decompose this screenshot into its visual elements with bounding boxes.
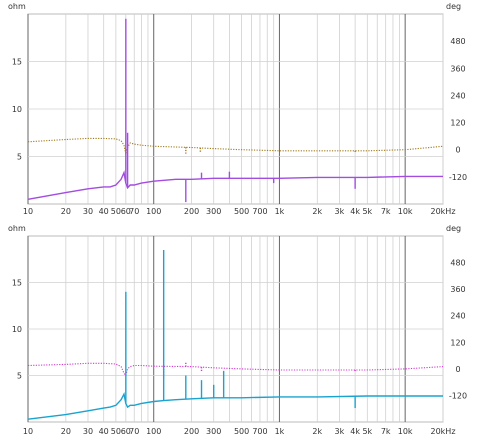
x-tick-label: 3k (335, 427, 345, 436)
y-right-tick-label: 480 (450, 37, 465, 46)
y-left-tick-label: 15 (12, 279, 22, 288)
y-left-tick-label: 10 (12, 325, 22, 334)
x-tick-label: 30 (83, 207, 93, 216)
right-axis-unit: deg (446, 2, 461, 11)
x-tick-label: 2k (312, 207, 322, 216)
x-tick-label: 5k (362, 207, 372, 216)
x-tick-label: 20 (61, 427, 71, 436)
x-tick-label: 40 (99, 207, 109, 216)
grid-horizontal (28, 61, 443, 157)
y-right-tick-label: 120 (450, 338, 465, 347)
x-tick-label: 10 (23, 427, 33, 436)
x-tick-label: 30 (83, 427, 93, 436)
x-tick-label: 20kHz (430, 427, 455, 436)
x-tick-label: 300 (206, 427, 221, 436)
y-left-tick-label: 10 (12, 105, 22, 114)
x-tick-label: 70 (129, 207, 139, 216)
y-right-tick-label: 480 (450, 259, 465, 268)
x-tick-label: 500 (234, 427, 249, 436)
x-tick-label: 60 (121, 207, 131, 216)
x-tick-label: 3k (335, 207, 345, 216)
x-tick-label: 700 (252, 207, 267, 216)
y-right-tick-label: -120 (449, 391, 467, 400)
x-tick-label: 200 (184, 207, 199, 216)
y-right-tick-label: 360 (450, 285, 465, 294)
x-tick-label: 5k (362, 427, 372, 436)
impedance-series-line (27, 391, 443, 420)
x-tick-label: 50 (111, 427, 121, 436)
x-tick-label: 100 (146, 427, 161, 436)
left-axis-unit: ohm (8, 2, 26, 11)
x-tick-label: 4k (350, 427, 360, 436)
x-tick-label: 1k (275, 427, 285, 436)
x-tick-label: 60 (121, 427, 131, 436)
x-tick-label: 7k (381, 427, 391, 436)
x-tick-label: 20kHz (430, 207, 455, 216)
x-tick-label: 4k (350, 207, 360, 216)
x-tick-label: 50 (111, 207, 121, 216)
y-right-tick-label: 120 (450, 119, 465, 128)
y-left-tick-label: 5 (17, 372, 22, 381)
x-tick-label: 200 (184, 427, 199, 436)
x-tick-label: 300 (206, 207, 221, 216)
x-tick-label: 7k (381, 207, 391, 216)
x-tick-label: 700 (252, 427, 267, 436)
y-right-tick-label: 240 (450, 91, 465, 100)
x-tick-label: 40 (99, 427, 109, 436)
x-tick-label: 10k (398, 207, 413, 216)
x-tick-label: 100 (146, 207, 161, 216)
x-tick-label: 20 (61, 207, 71, 216)
x-tick-label: 500 (234, 207, 249, 216)
right-axis-unit: deg (446, 224, 461, 233)
grid-horizontal (28, 282, 443, 376)
y-right-tick-label: 360 (450, 64, 465, 73)
y-left-tick-label: 5 (17, 153, 22, 162)
y-right-tick-label: 0 (455, 146, 460, 155)
x-tick-label: 10 (23, 207, 33, 216)
x-tick-label: 1k (275, 207, 285, 216)
y-right-tick-label: 0 (455, 365, 460, 374)
x-tick-label: 70 (129, 427, 139, 436)
x-tick-label: 10k (398, 427, 413, 436)
x-tick-label: 2k (312, 427, 322, 436)
phase-series-line (27, 362, 444, 377)
y-left-tick-label: 15 (12, 58, 22, 67)
y-right-tick-label: -120 (449, 173, 467, 182)
left-axis-unit: ohm (8, 224, 26, 233)
y-right-tick-label: 240 (450, 312, 465, 321)
impedance-series-line (27, 170, 443, 200)
